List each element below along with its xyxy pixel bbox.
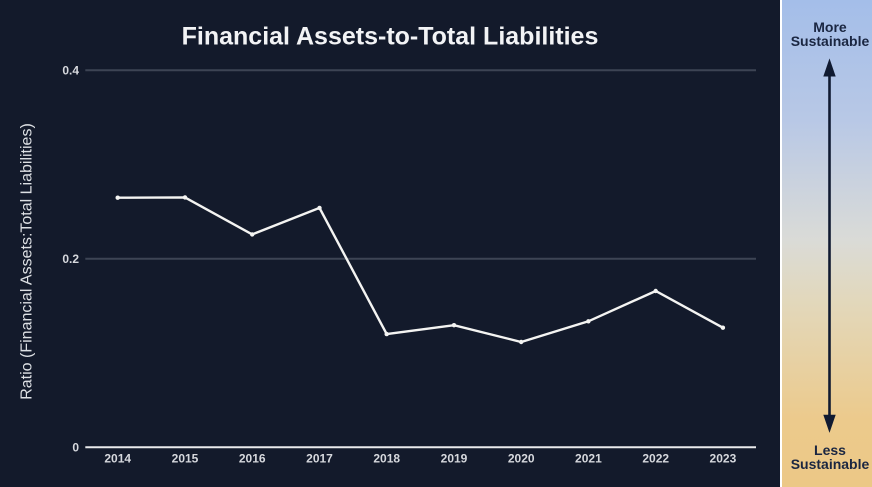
svg-text:2015: 2015 — [172, 452, 199, 466]
svg-text:2022: 2022 — [642, 452, 669, 466]
svg-text:0.4: 0.4 — [62, 64, 79, 78]
svg-text:2023: 2023 — [710, 452, 737, 466]
svg-text:2017: 2017 — [306, 452, 333, 466]
svg-text:Ratio (Financial Assets:Total: Ratio (Financial Assets:Total Liabilitie… — [19, 123, 36, 400]
svg-text:2021: 2021 — [575, 452, 602, 466]
svg-text:2019: 2019 — [441, 452, 468, 466]
svg-text:Financial Assets-to-Total Liab: Financial Assets-to-Total Liabilities — [182, 23, 599, 51]
svg-text:0: 0 — [72, 441, 79, 455]
svg-text:2014: 2014 — [104, 452, 131, 466]
svg-text:2016: 2016 — [239, 452, 266, 466]
svg-text:0.2: 0.2 — [62, 252, 79, 266]
svg-text:2018: 2018 — [373, 452, 400, 466]
svg-text:2020: 2020 — [508, 452, 535, 466]
